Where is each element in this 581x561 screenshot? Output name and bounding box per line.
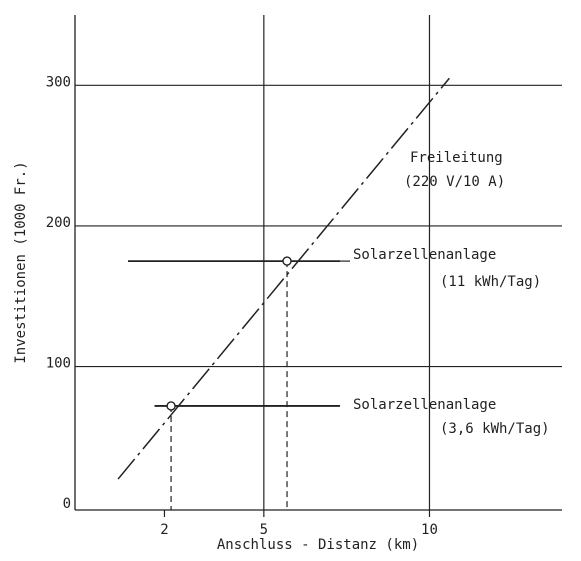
y-tick-label-0: 0 [63, 496, 71, 512]
y-axis-title: Investitionen (1000 Fr.) [13, 161, 29, 363]
x-tick-label-5: 5 [260, 522, 268, 538]
axes [74, 15, 562, 511]
solar-36-intersection-point [166, 401, 176, 411]
y-tick-label-100: 100 [46, 356, 71, 372]
freileitung-label: Freileitung [410, 150, 503, 166]
solar-36-label: Solarzellenanlage [353, 397, 496, 413]
freileitung-line [117, 77, 450, 480]
solar-11-intersection-point [282, 256, 292, 266]
gridlines [75, 15, 562, 510]
series-freileitung [117, 77, 450, 480]
x-ticks: 2 5 10 [160, 510, 438, 538]
y-tick-label-300: 300 [46, 74, 71, 90]
solar-11-label: Solarzellenanlage [353, 247, 496, 263]
x-tick-label-10: 10 [421, 522, 438, 538]
y-tick-label-200: 200 [46, 215, 71, 231]
y-ticks: 0 100 200 300 [46, 74, 71, 512]
x-tick-label-2: 2 [160, 522, 168, 538]
freileitung-label-line2: (220 V/10 A) [404, 174, 505, 190]
series-solar-36 [154, 401, 341, 510]
solar-36-label-line2: (3,6 kWh/Tag) [440, 421, 550, 437]
series-solar-11 [128, 256, 341, 510]
series-labels: Freileitung (220 V/10 A) Solarzellenanla… [340, 150, 550, 437]
x-axis-title: Anschluss - Distanz (km) [217, 537, 419, 553]
solar-11-label-line2: (11 kWh/Tag) [440, 274, 541, 290]
